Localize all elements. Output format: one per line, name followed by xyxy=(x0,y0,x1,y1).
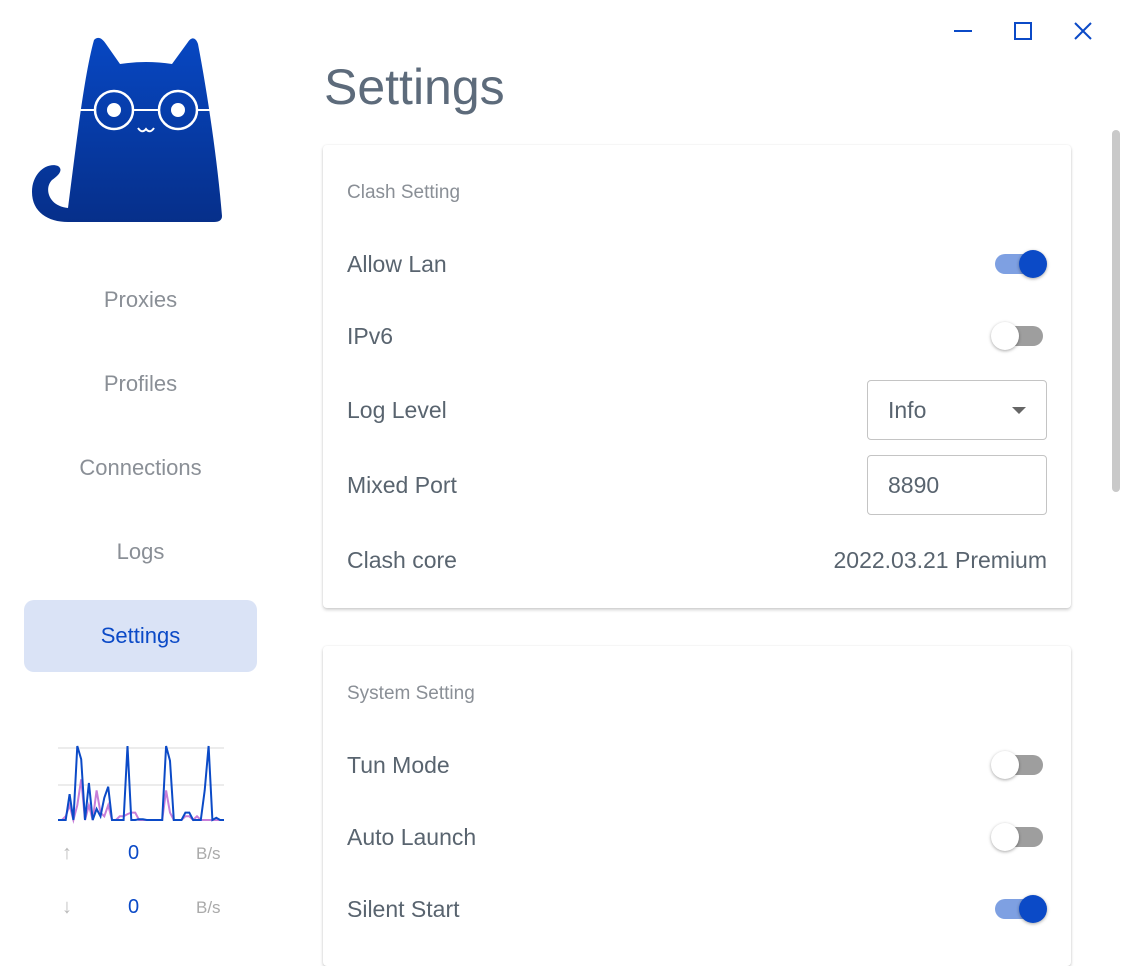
traffic-chart xyxy=(58,745,224,824)
maximize-icon[interactable] xyxy=(1010,18,1036,44)
upload-speed: ↑ 0 B/s xyxy=(58,840,224,870)
allow-lan-row: Allow Lan xyxy=(347,244,1047,284)
silent-start-row: Silent Start xyxy=(347,889,1047,929)
card-title: Clash Setting xyxy=(347,182,461,203)
upload-unit: B/s xyxy=(196,844,221,863)
sidebar-item-proxies[interactable]: Proxies xyxy=(103,287,178,312)
auto-launch-label: Auto Launch xyxy=(347,823,477,850)
tun-mode-row: Tun Mode xyxy=(347,745,1047,785)
auto-launch-row: Auto Launch xyxy=(347,817,1047,857)
system-setting-card: System Setting Tun Mode Auto Launch Sile… xyxy=(323,646,1071,966)
sidebar-item-settings[interactable]: Settings xyxy=(24,600,257,672)
tun-mode-toggle[interactable] xyxy=(991,750,1047,780)
auto-launch-toggle[interactable] xyxy=(991,822,1047,852)
arrow-down-icon: ↓ xyxy=(62,896,72,918)
tun-mode-label: Tun Mode xyxy=(347,751,450,778)
download-unit: B/s xyxy=(196,898,221,917)
mixed-port-value: 8890 xyxy=(888,471,940,498)
mixed-port-row: Mixed Port 8890 xyxy=(347,455,1047,515)
silent-start-toggle[interactable] xyxy=(991,894,1047,924)
ipv6-row: IPv6 xyxy=(347,316,1047,356)
silent-start-label: Silent Start xyxy=(347,895,460,922)
download-value: 0 xyxy=(128,896,140,918)
clash-core-label: Clash core xyxy=(347,546,457,573)
mixed-port-label: Mixed Port xyxy=(347,471,457,498)
clash-core-version: 2022.03.21 Premium xyxy=(833,546,1047,573)
minimize-icon[interactable] xyxy=(950,18,976,44)
log-level-value: Info xyxy=(888,396,927,423)
sidebar: Proxies Profiles Connections Logs Settin… xyxy=(0,0,282,937)
clash-setting-card: Clash Setting Allow Lan IPv6 Log Level I… xyxy=(323,145,1071,608)
cat-logo xyxy=(32,37,222,223)
allow-lan-label: Allow Lan xyxy=(347,250,447,277)
close-icon[interactable] xyxy=(1070,18,1096,44)
clash-core-row: Clash core 2022.03.21 Premium xyxy=(347,540,1047,580)
arrow-up-icon: ↑ xyxy=(62,842,72,864)
sidebar-item-profiles[interactable]: Profiles xyxy=(103,371,178,396)
ipv6-label: IPv6 xyxy=(347,322,394,349)
sidebar-item-logs[interactable]: Logs xyxy=(116,539,165,564)
scrollbar[interactable] xyxy=(1112,130,1120,492)
log-level-row: Log Level Info xyxy=(347,380,1047,440)
allow-lan-toggle[interactable] xyxy=(991,249,1047,279)
log-level-label: Log Level xyxy=(347,396,447,423)
log-level-select[interactable]: Info xyxy=(867,380,1047,440)
sidebar-item-connections[interactable]: Connections xyxy=(79,455,202,480)
download-series-line xyxy=(58,745,224,822)
caret-down-icon xyxy=(1012,407,1026,414)
download-speed: ↓ 0 B/s xyxy=(58,894,224,924)
upload-value: 0 xyxy=(128,842,140,864)
ipv6-toggle[interactable] xyxy=(991,321,1047,351)
card-title: System Setting xyxy=(347,683,475,704)
page-title: Settings xyxy=(324,59,505,115)
mixed-port-input[interactable]: 8890 xyxy=(867,455,1047,515)
